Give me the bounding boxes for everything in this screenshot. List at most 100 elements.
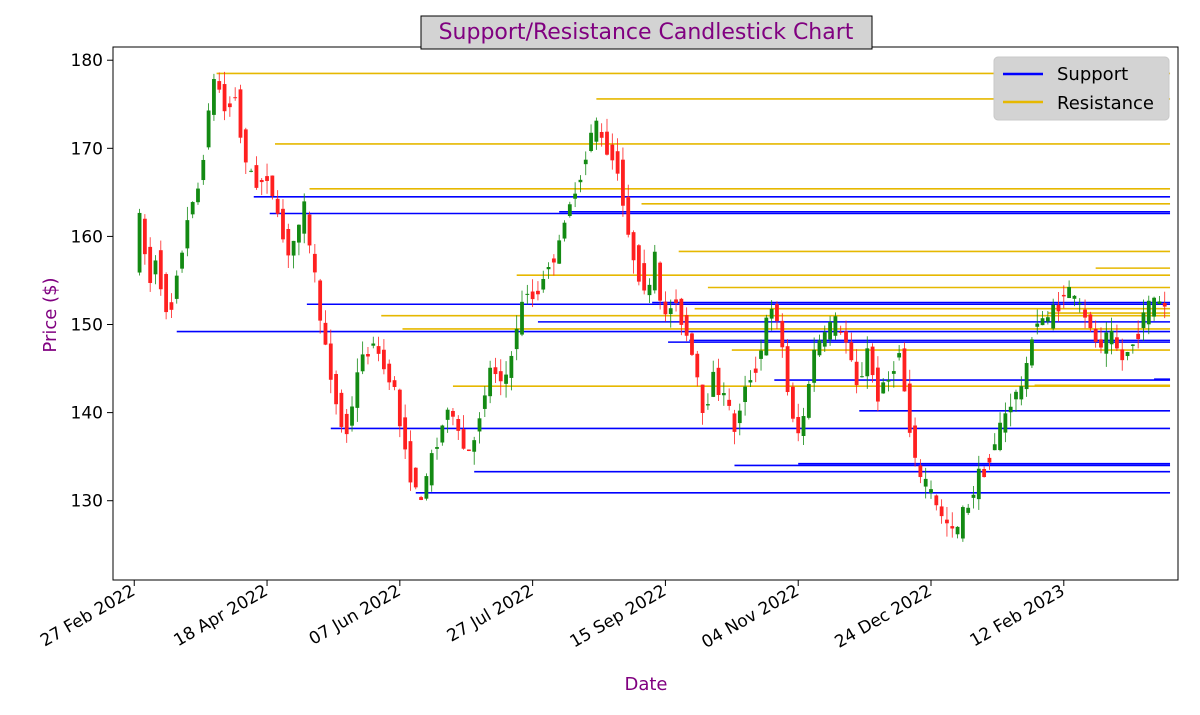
candle-body	[626, 196, 631, 235]
candle-body	[164, 274, 169, 313]
candle-body	[461, 429, 466, 449]
candle-body	[631, 232, 636, 261]
x-tick-label: 04 Nov 2022	[698, 581, 802, 653]
candle-body	[1088, 314, 1093, 329]
candle-body	[142, 218, 147, 255]
candle-body	[1115, 337, 1119, 349]
candle-body	[785, 346, 790, 393]
candle-body	[536, 290, 540, 295]
candle-body	[541, 279, 546, 290]
candle-body	[636, 245, 641, 282]
candle-body	[137, 212, 142, 273]
candle-body	[249, 170, 254, 172]
candle-body	[737, 410, 742, 424]
candle-body	[1019, 386, 1024, 400]
candle-body	[440, 425, 445, 443]
candle-body	[1162, 303, 1167, 307]
candle-body	[445, 409, 450, 420]
candle-body	[849, 342, 854, 361]
candle-body	[610, 144, 615, 161]
candle-body	[291, 240, 296, 256]
candle-body	[148, 246, 153, 283]
candle-body	[822, 332, 827, 347]
candle-body	[780, 320, 785, 348]
candle-body	[1051, 304, 1056, 329]
candle-body	[812, 349, 817, 383]
candle-body	[217, 81, 222, 90]
x-tick-label: 18 Apr 2022	[170, 581, 271, 651]
candle-body	[488, 367, 493, 397]
candle-body	[1083, 309, 1087, 318]
candle-body	[525, 293, 530, 295]
candle-body	[886, 379, 891, 382]
candle-body	[700, 384, 705, 413]
candle-body	[1040, 318, 1045, 326]
candle-body	[759, 350, 763, 359]
candle-body	[477, 418, 482, 432]
candle-body	[605, 131, 609, 155]
x-axis-title: Date	[624, 674, 667, 695]
x-tick-label: 07 Jun 2022	[306, 581, 405, 649]
candle-body	[403, 417, 408, 450]
candle-body	[408, 441, 413, 483]
candle-body	[817, 340, 822, 356]
candle-body	[1008, 406, 1013, 413]
candle-body	[971, 494, 976, 498]
candle-body	[833, 316, 838, 336]
x-tick-label: 12 Feb 2023	[967, 581, 1069, 651]
candle-body	[679, 298, 684, 325]
candle-body	[265, 176, 269, 181]
candle-body	[1130, 344, 1135, 346]
candle-body	[190, 202, 195, 215]
candle-body	[233, 97, 238, 99]
candle-body	[392, 380, 397, 387]
candle-body	[567, 204, 572, 216]
candle-body	[844, 331, 848, 343]
candle-body	[589, 132, 593, 151]
candle-body	[344, 413, 349, 435]
candle-body	[658, 262, 663, 301]
candle-body	[381, 349, 386, 370]
candle-body	[185, 220, 190, 249]
candle-body	[992, 444, 997, 451]
candle-body	[621, 159, 625, 206]
candle-body	[599, 131, 604, 138]
candle-body	[966, 507, 971, 513]
candle-body	[764, 317, 769, 356]
candle-body	[1093, 328, 1098, 342]
x-tick-label: 15 Sep 2022	[567, 581, 670, 652]
candle-body	[806, 383, 811, 418]
y-axis-title: Price ($)	[40, 277, 61, 352]
candle-body	[897, 353, 902, 358]
candle-body	[270, 175, 275, 197]
candle-body	[1099, 339, 1103, 348]
candle-body	[355, 372, 360, 408]
candle-body	[960, 507, 965, 539]
candle-body	[923, 478, 928, 487]
candle-body	[318, 280, 323, 321]
candle-body	[615, 151, 620, 174]
candle-body	[493, 367, 498, 375]
chart-title: Support/Resistance Candlestick Chart	[439, 20, 854, 45]
candle-body	[860, 376, 864, 378]
candle-body	[1056, 304, 1061, 312]
candle-body	[397, 389, 402, 427]
candle-body	[939, 506, 944, 517]
candle-body	[419, 497, 423, 500]
candle-body	[546, 267, 551, 270]
candle-body	[1014, 391, 1018, 400]
candle-body	[573, 193, 578, 199]
candle-body	[1072, 295, 1077, 299]
x-tick-label: 24 Dec 2022	[831, 581, 935, 653]
candle-body	[158, 250, 163, 290]
candle-body	[169, 302, 174, 310]
candle-body	[551, 258, 556, 263]
candle-body	[998, 422, 1002, 451]
candle-body	[875, 367, 880, 402]
candle-body	[429, 453, 434, 486]
candle-body	[668, 308, 673, 315]
x-tick-label: 27 Feb 2022	[37, 581, 139, 651]
y-axis: 130 140 150 160 170 180	[71, 51, 113, 512]
candle-body	[366, 354, 370, 357]
candle-body	[753, 368, 758, 373]
